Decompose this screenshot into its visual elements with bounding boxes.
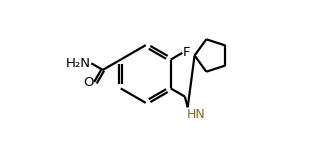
- Text: HN: HN: [187, 108, 206, 121]
- Text: F: F: [183, 46, 190, 59]
- Text: O: O: [84, 76, 94, 89]
- Text: H₂N: H₂N: [65, 57, 91, 70]
